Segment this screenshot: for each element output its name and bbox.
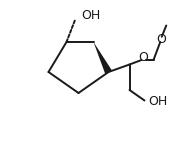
Text: OH: OH — [81, 9, 101, 22]
Polygon shape — [93, 42, 112, 74]
Text: OH: OH — [148, 95, 168, 108]
Text: O: O — [138, 51, 148, 64]
Text: O: O — [156, 33, 166, 46]
